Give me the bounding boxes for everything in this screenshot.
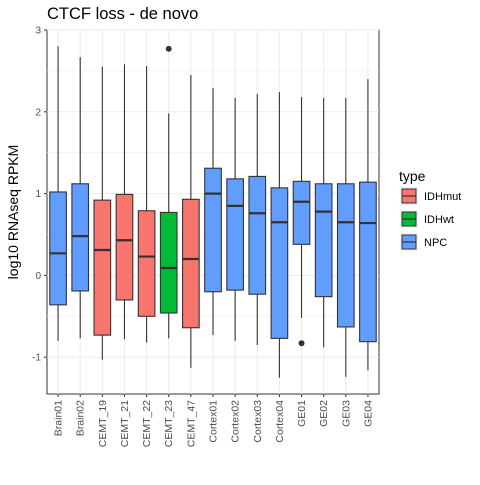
legend: type IDHmut IDHwt NPC bbox=[399, 168, 461, 251]
box-cortex03 bbox=[248, 93, 267, 345]
box-iqr bbox=[137, 210, 156, 317]
x-tick-label: Brain02 bbox=[75, 400, 87, 436]
box-iqr bbox=[182, 198, 200, 329]
box-iqr bbox=[270, 187, 289, 339]
y-axis-label: log10 RNAseq RPKM bbox=[5, 145, 21, 280]
x-tick-label: GE03 bbox=[340, 400, 352, 427]
y-tick-label: 1 bbox=[35, 189, 41, 200]
x-tick-label: Brain01 bbox=[53, 400, 65, 436]
y-tick-label: 2 bbox=[35, 107, 41, 118]
x-tick-label: Cortex04 bbox=[274, 400, 286, 443]
box-cemt-21 bbox=[115, 64, 134, 340]
axis-layer: -1 0 1 2 3 Brain01 Brain02 CEMT_19 CEMT_21 CEMT_2… bbox=[32, 26, 374, 448]
box-iqr bbox=[93, 199, 112, 336]
y-tick-label: 0 bbox=[35, 271, 41, 282]
box-brain02 bbox=[71, 56, 90, 339]
x-tick-label: GE01 bbox=[296, 400, 308, 427]
x-tick-label: Cortex01 bbox=[208, 400, 220, 443]
x-tick-label: GE02 bbox=[318, 400, 330, 427]
x-tick-label: Cortex03 bbox=[252, 400, 264, 443]
box-iqr bbox=[159, 211, 178, 314]
y-tick-label: -1 bbox=[32, 353, 41, 364]
x-tick-label: Cortex02 bbox=[230, 400, 242, 443]
box-iqr bbox=[71, 183, 90, 292]
outlier-point bbox=[298, 340, 305, 347]
box-cemt-23 bbox=[159, 45, 178, 339]
legend-title: type bbox=[399, 168, 426, 184]
outlier-point bbox=[165, 45, 172, 52]
box-cortex01 bbox=[204, 88, 222, 336]
box-iqr bbox=[359, 181, 377, 343]
x-tick-label: CEMT_21 bbox=[119, 400, 131, 447]
x-tick-label: CEMT_22 bbox=[141, 400, 153, 447]
box-iqr bbox=[314, 183, 333, 298]
box-layer bbox=[49, 45, 377, 378]
legend-label-idhwt: IDHwt bbox=[424, 214, 454, 226]
box-ge03 bbox=[336, 97, 355, 377]
box-ge01 bbox=[292, 97, 311, 347]
box-cemt-47 bbox=[182, 74, 200, 368]
box-iqr bbox=[336, 183, 355, 328]
y-tick-label: 3 bbox=[35, 26, 41, 37]
box-iqr bbox=[49, 191, 67, 306]
legend-label-idhmut: IDHmut bbox=[424, 191, 461, 203]
x-tick-label: CEMT_47 bbox=[185, 400, 197, 447]
box-cortex02 bbox=[226, 97, 244, 341]
box-cemt-19 bbox=[93, 66, 112, 360]
box-ge02 bbox=[314, 97, 333, 348]
box-iqr bbox=[248, 175, 267, 295]
legend-label-npc: NPC bbox=[424, 237, 447, 249]
box-iqr bbox=[115, 193, 134, 301]
box-iqr bbox=[226, 178, 244, 291]
x-tick-label: CEMT_23 bbox=[163, 400, 175, 447]
box-iqr bbox=[204, 167, 222, 293]
box-iqr bbox=[292, 180, 311, 245]
chart-title: CTCF loss - de novo bbox=[47, 5, 198, 23]
x-tick-label: CEMT_19 bbox=[97, 400, 109, 447]
x-tick-label: GE04 bbox=[362, 400, 374, 427]
box-cemt-22 bbox=[137, 65, 156, 343]
box-cortex04 bbox=[270, 92, 289, 378]
box-brain01 bbox=[49, 46, 67, 341]
box-ge04 bbox=[359, 79, 377, 371]
